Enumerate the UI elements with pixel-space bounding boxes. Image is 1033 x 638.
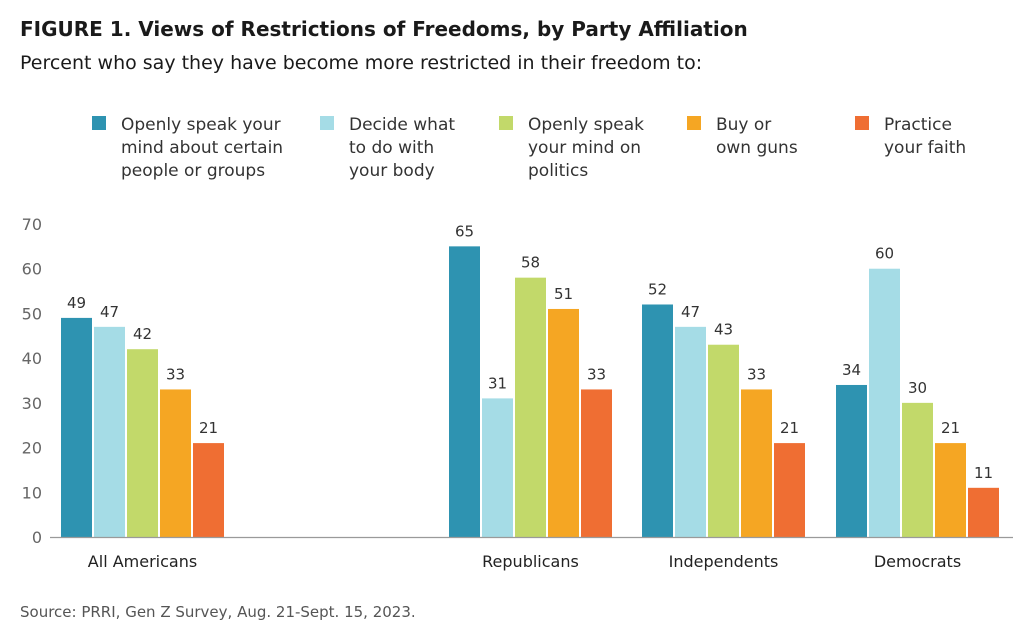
data-label: 21 [199, 419, 218, 437]
legend-label: Openly speak [528, 115, 644, 135]
chart-subtitle: Percent who say they have become more re… [20, 52, 702, 74]
data-label: 31 [488, 374, 507, 392]
category-label: All Americans [88, 552, 197, 571]
legend-label: politics [528, 161, 588, 181]
legend-label: your faith [884, 138, 966, 158]
chart-title: FIGURE 1. Views of Restrictions of Freed… [20, 17, 748, 41]
bars: 49 47 42 33 21 65 31 58 51 33 52 47 43 33 21 34 60 30 21 11 [61, 222, 999, 537]
legend-label: Decide what [349, 115, 455, 135]
bar [968, 487, 999, 537]
bar [675, 326, 706, 537]
legend-swatch [687, 116, 701, 130]
y-tick-label: 50 [22, 304, 42, 323]
data-label: 58 [521, 254, 540, 272]
y-axis: 0 10 20 30 40 50 60 70 [22, 215, 42, 547]
bar [482, 398, 513, 537]
data-label: 43 [714, 321, 733, 339]
data-label: 51 [554, 285, 573, 303]
bar [449, 246, 480, 537]
data-label: 60 [875, 245, 894, 263]
bar [836, 384, 867, 537]
bar [774, 443, 805, 537]
bar [548, 308, 579, 537]
bar [515, 277, 546, 537]
y-tick-label: 20 [22, 439, 42, 458]
legend-swatch [320, 116, 334, 130]
data-label: 21 [941, 419, 960, 437]
y-tick-label: 40 [22, 349, 42, 368]
data-label: 52 [648, 280, 667, 298]
data-label: 47 [681, 303, 700, 321]
legend: Openly speak your mind about certain peopl… [92, 115, 966, 181]
bar [741, 389, 772, 537]
bar [193, 443, 224, 537]
bar [160, 389, 191, 537]
y-tick-label: 30 [22, 394, 42, 413]
legend-swatch [855, 116, 869, 130]
bar [902, 402, 933, 537]
legend-label: to do with [349, 138, 434, 158]
x-axis: All Americans Republicans Independents Demo… [50, 536, 1013, 571]
legend-label: own guns [716, 138, 798, 158]
y-tick-label: 70 [22, 215, 42, 234]
data-label: 42 [133, 325, 152, 343]
bar [869, 268, 900, 537]
data-label: 47 [100, 303, 119, 321]
legend-swatch [499, 116, 513, 130]
bar [94, 326, 125, 537]
legend-label: your body [349, 161, 435, 181]
bar [642, 304, 673, 537]
data-label: 33 [166, 365, 185, 383]
bar [61, 317, 92, 537]
bar [935, 443, 966, 537]
data-label: 34 [842, 361, 861, 379]
legend-swatch [92, 116, 106, 130]
legend-label: Practice [884, 115, 952, 135]
bar [581, 389, 612, 537]
y-tick-label: 60 [22, 260, 42, 279]
y-tick-label: 0 [32, 528, 42, 547]
legend-label: people or groups [121, 161, 265, 181]
data-label: 49 [67, 294, 86, 312]
data-label: 33 [747, 365, 766, 383]
legend-label: Buy or [716, 115, 771, 135]
data-label: 30 [908, 379, 927, 397]
data-label: 33 [587, 365, 606, 383]
y-tick-label: 10 [22, 483, 42, 502]
legend-label: Openly speak your [121, 115, 281, 135]
category-label: Republicans [482, 552, 579, 571]
legend-label: your mind on [528, 138, 641, 158]
bar [127, 349, 158, 537]
category-label: Independents [669, 552, 779, 571]
legend-label: mind about certain [121, 138, 283, 158]
data-label: 65 [455, 222, 474, 240]
bar [708, 344, 739, 537]
data-label: 21 [780, 419, 799, 437]
category-label: Democrats [874, 552, 961, 571]
source-note: Source: PRRI, Gen Z Survey, Aug. 21-Sept… [20, 603, 416, 621]
data-label: 11 [974, 464, 993, 482]
